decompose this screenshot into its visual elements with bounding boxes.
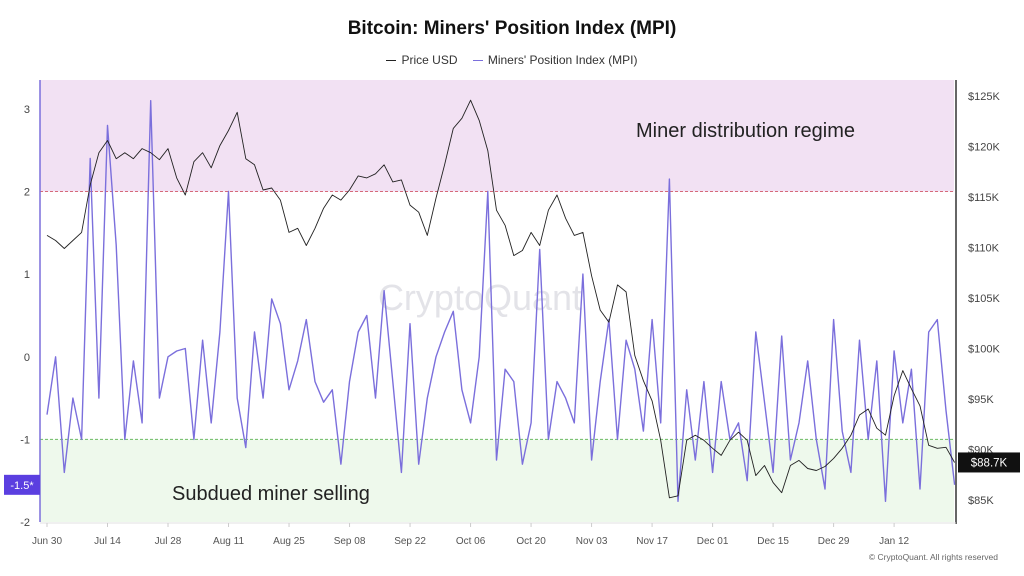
legend-label-price: Price USD <box>401 53 458 68</box>
left-tick-label: 1 <box>24 269 30 281</box>
x-tick-label: Sep 08 <box>334 536 366 547</box>
zone-label-distribution: Miner distribution regime <box>636 120 855 142</box>
right-tick-label: $85K <box>968 495 994 507</box>
x-tick-label: Dec 15 <box>757 536 789 547</box>
x-tick-label: Aug 25 <box>273 536 305 547</box>
copyright: © CryptoQuant. All rights reserved <box>868 552 998 562</box>
right-tick-label: $115K <box>968 192 1000 204</box>
x-tick-label: Jul 14 <box>94 536 121 547</box>
x-tick-label: Nov 03 <box>576 536 608 547</box>
last-value-right: $88.7K <box>971 457 1008 469</box>
left-tick-label: -2 <box>20 517 30 529</box>
legend-label-mpi: Miners' Position Index (MPI) <box>487 53 638 68</box>
right-tick-label: $105K <box>968 293 1000 305</box>
left-tick-label: 0 <box>24 352 30 364</box>
legend-swatch-price <box>386 59 397 61</box>
right-tick-label: $95K <box>968 394 994 406</box>
zone-0 <box>40 80 954 192</box>
zone-label-subdued: Subdued miner selling <box>172 483 370 505</box>
right-tick-label: $110K <box>968 243 1000 255</box>
chart-title: Bitcoin: Miners' Position Index (MPI) <box>347 18 677 39</box>
last-value-left-badge <box>4 474 40 495</box>
x-tick-label: Sep 22 <box>394 536 426 547</box>
x-tick-label: Dec 29 <box>818 536 850 547</box>
left-tick-label: -1 <box>20 434 30 446</box>
x-tick-label: Oct 06 <box>456 536 486 547</box>
watermark: CryptoQuant <box>378 277 582 318</box>
x-tick-label: Jun 30 <box>32 536 62 547</box>
legend-swatch-mpi <box>472 59 483 61</box>
legend-item-price[interactable]: Price USD <box>386 53 458 68</box>
left-tick-label: 3 <box>24 104 30 116</box>
x-tick-label: Nov 17 <box>636 536 668 547</box>
x-tick-label: Jul 28 <box>155 536 182 547</box>
x-tick-label: Oct 20 <box>516 536 546 547</box>
x-tick-label: Aug 11 <box>213 536 244 547</box>
right-tick-label: $120K <box>968 142 1000 154</box>
right-tick-label: $125K <box>968 91 1000 103</box>
series-line-mpi <box>46 99 956 502</box>
last-value-left: -1.5* <box>10 480 34 492</box>
legend: Price USD Miners' Position Index (MPI) <box>0 50 1024 67</box>
last-value-right-badge <box>958 452 1020 473</box>
x-tick-label: Jan 12 <box>879 536 909 547</box>
left-tick-label: 2 <box>24 187 30 199</box>
right-tick-label: $100K <box>968 343 1000 355</box>
legend-item-mpi[interactable]: Miners' Position Index (MPI) <box>472 53 638 68</box>
x-tick-label: Dec 01 <box>697 536 729 547</box>
series-line-price <box>46 99 955 499</box>
